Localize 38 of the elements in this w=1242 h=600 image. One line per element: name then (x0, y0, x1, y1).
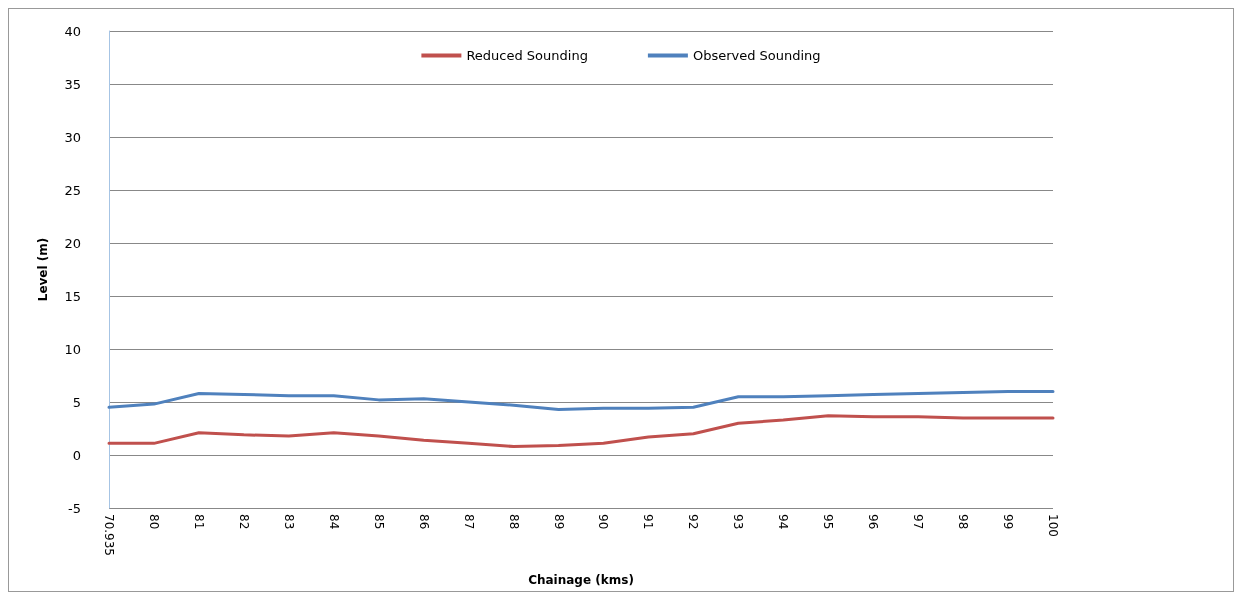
y-tick-label: 5 (72, 394, 81, 410)
y-tick-label: -5 (68, 500, 81, 516)
x-tick-label: 82 (236, 514, 251, 530)
x-tick-label: 92 (686, 514, 701, 530)
x-axis-title: Chainage (kms) (528, 573, 634, 587)
x-tick-label: 84 (326, 514, 341, 530)
y-tick-label: 15 (64, 288, 81, 304)
x-tick-label: 91 (641, 514, 656, 530)
x-tick-label: 99 (1001, 514, 1016, 530)
x-tick-label: 97 (911, 514, 926, 530)
x-tick-label: 86 (416, 514, 431, 530)
legend-label: Observed Sounding (692, 48, 821, 63)
x-tick-label: 100 (1046, 514, 1060, 537)
x-tick-label: 94 (776, 514, 791, 530)
y-tick-label: 40 (64, 23, 81, 39)
x-tick-label: 80 (146, 514, 161, 530)
x-tick-label: 88 (506, 514, 521, 530)
x-tick-label: 83 (281, 514, 296, 530)
y-tick-label: 10 (64, 341, 81, 357)
y-tick-label: 30 (64, 129, 81, 145)
y-tick-label: 20 (64, 235, 81, 251)
x-tick-label: 87 (461, 514, 476, 530)
x-tick-label: 93 (731, 514, 746, 530)
x-tick-label: 98 (956, 514, 971, 530)
x-tick-label: 85 (371, 514, 386, 530)
legend-label: Reduced Sounding (466, 48, 588, 63)
line-series (107, 414, 1055, 449)
y-tick-label: 0 (72, 447, 81, 463)
x-tick-label: 81 (191, 514, 206, 530)
y-tick-label: 35 (64, 76, 81, 92)
x-tick-label: 70.935 (102, 514, 116, 556)
y-tick-label: 25 (64, 182, 81, 198)
x-tick-label: 95 (821, 514, 836, 530)
line-series (107, 389, 1055, 411)
x-tick-label: 96 (866, 514, 881, 530)
x-tick-label: 89 (551, 514, 566, 530)
y-axis-title: Level (m) (36, 237, 50, 302)
x-tick-label: 90 (596, 514, 611, 530)
